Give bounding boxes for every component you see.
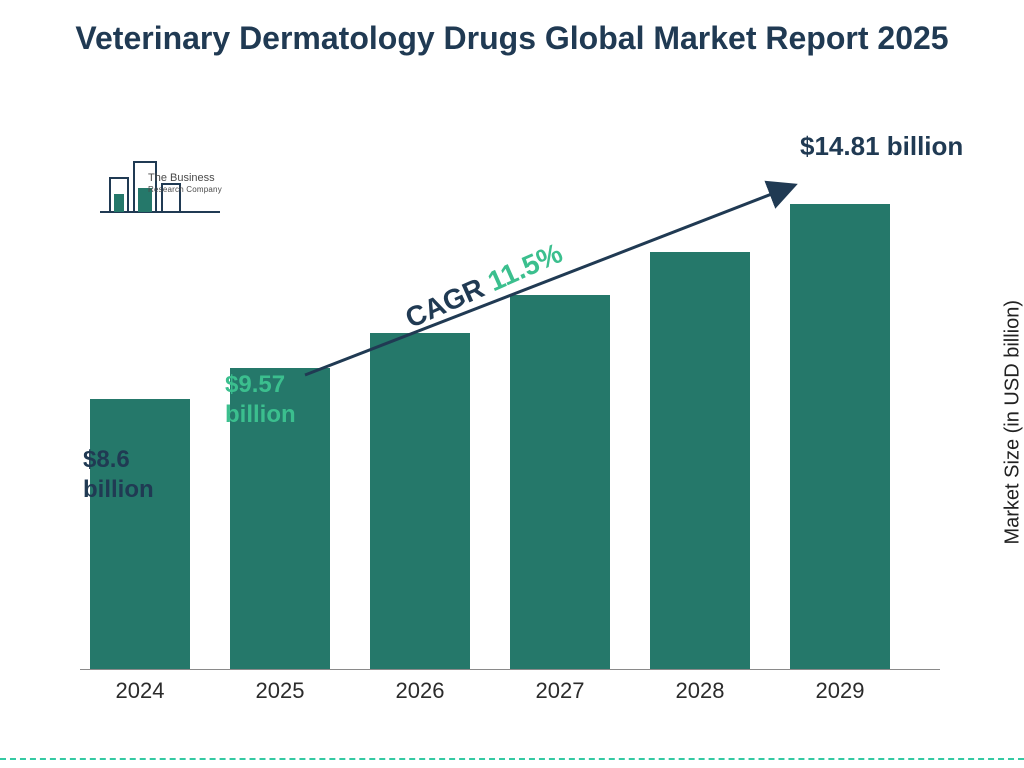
chart-title: Veterinary Dermatology Drugs Global Mark… bbox=[0, 18, 1024, 58]
bottom-dashed-border bbox=[0, 758, 1024, 760]
value-label-2025: $9.57 billion bbox=[225, 370, 345, 430]
bar-chart: 2024 2025 2026 2027 2028 2029 bbox=[80, 140, 940, 710]
bar-2024 bbox=[90, 399, 190, 669]
bar-2028 bbox=[650, 252, 750, 669]
bar-2026 bbox=[370, 333, 470, 669]
bars-container bbox=[80, 179, 940, 669]
x-label-2025: 2025 bbox=[230, 678, 330, 704]
x-label-2029: 2029 bbox=[790, 678, 890, 704]
value-label-2029: $14.81 billion bbox=[800, 130, 1000, 163]
page-root: Veterinary Dermatology Drugs Global Mark… bbox=[0, 0, 1024, 768]
x-label-2027: 2027 bbox=[510, 678, 610, 704]
x-axis-line bbox=[80, 669, 940, 670]
bar-2029 bbox=[790, 204, 890, 670]
x-label-2026: 2026 bbox=[370, 678, 470, 704]
value-label-2024: $8.6 billion bbox=[83, 445, 203, 505]
bar-2027 bbox=[510, 295, 610, 669]
x-axis-labels: 2024 2025 2026 2027 2028 2029 bbox=[80, 674, 940, 710]
y-axis-label: Market Size (in USD billion) bbox=[1002, 300, 1024, 545]
x-label-2024: 2024 bbox=[90, 678, 190, 704]
x-label-2028: 2028 bbox=[650, 678, 750, 704]
